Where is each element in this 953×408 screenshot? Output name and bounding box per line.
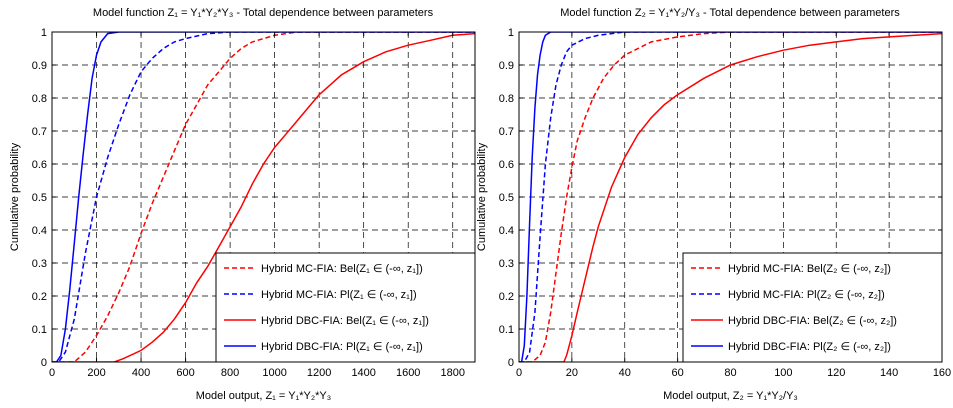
x-tick-label: 140 [880,367,898,379]
x-tick-label: 0 [516,367,522,379]
x-tick-label: 1000 [262,367,286,379]
y-tick-label: 0 [41,357,47,369]
x-tick-label: 1400 [351,367,375,379]
legend-entry: Hybrid MC-FIA: Bel(Z₂ ∈ (-∞, z₂]) [728,263,891,275]
y-tick-label: 0.2 [32,291,47,303]
y-axis-label: Cumulative probability [476,142,488,251]
x-tick-label: 400 [132,367,150,379]
y-tick-label: 0.2 [499,291,514,303]
legend-entry: Hybrid DBC-FIA: Pl(Z₂ ∈ (-∞, z₂]) [728,341,891,353]
y-tick-label: 0.5 [499,192,514,204]
legend-entry: Hybrid DBC-FIA: Pl(Z₁ ∈ (-∞, z₁]) [261,341,423,353]
x-tick-label: 1600 [396,367,420,379]
series-line-3 [52,32,475,362]
y-tick-label: 0.8 [32,93,47,105]
series-line-2 [519,32,942,362]
legend-entry: Hybrid MC-FIA: Pl(Z₂ ∈ (-∞, z₂]) [728,289,885,301]
y-tick-label: 0.3 [499,258,514,270]
series-line-4 [52,32,475,362]
y-tick-label: 0.6 [32,159,47,171]
x-tick-label: 60 [672,367,684,379]
y-tick-label: 0.3 [32,258,47,270]
series-line-4 [519,32,942,362]
legend-entry: Hybrid DBC-FIA: Bel(Z₂ ∈ (-∞, z₂]) [728,315,897,327]
right-chart-panel: Model function Z₂ = Y₁*Y₂/Y₃ - Total dep… [476,7,951,402]
series-line-2 [52,32,475,362]
y-tick-label: 0.4 [499,225,514,237]
y-tick-label: 0.1 [32,324,47,336]
chart-title: Model function Z₂ = Y₁*Y₂/Y₃ - Total dep… [560,7,900,19]
legend-entry: Hybrid MC-FIA: Pl(Z₁ ∈ (-∞, z₁]) [261,289,417,301]
y-tick-label: 0 [508,357,514,369]
x-tick-label: 20 [566,367,578,379]
x-axis-label: Model output, Z₂ = Y₁*Y₂/Y₃ [663,390,798,402]
series-line-3 [519,32,942,362]
x-tick-label: 1800 [440,367,464,379]
y-tick-label: 0.1 [499,324,514,336]
y-tick-label: 0.7 [499,126,514,138]
legend: Hybrid MC-FIA: Bel(Z₁ ∈ (-∞, z₁]) Hybrid … [215,252,476,363]
chart-title: Model function Z₁ = Y₁*Y₂*Y₃ - Total dep… [93,7,434,19]
legend-box [682,252,943,363]
y-tick-label: 0.5 [32,192,47,204]
y-tick-label: 0.7 [32,126,47,138]
left-chart-panel: Model function Z₁ = Y₁*Y₂*Y₃ - Total dep… [9,7,476,402]
x-tick-label: 100 [774,367,792,379]
x-tick-label: 40 [619,367,631,379]
x-tick-label: 600 [176,367,194,379]
y-tick-label: 1 [41,27,47,39]
legend-entry: Hybrid DBC-FIA: Bel(Z₁ ∈ (-∞, z₁]) [261,315,429,327]
x-tick-label: 800 [221,367,239,379]
x-tick-label: 0 [49,367,55,379]
series-line-1 [52,32,475,362]
x-axis-label: Model output, Z₁ = Y₁*Y₂*Y₃ [196,390,332,402]
x-tick-label: 160 [933,367,951,379]
y-axis-label: Cumulative probability [9,142,21,251]
y-tick-label: 0.9 [32,60,47,72]
y-tick-label: 0.9 [499,60,514,72]
x-tick-label: 80 [724,367,736,379]
y-tick-label: 0.8 [499,93,514,105]
x-tick-label: 120 [827,367,845,379]
y-tick-label: 1 [508,27,514,39]
series-line-1 [519,32,942,362]
legend-entry: Hybrid MC-FIA: Bel(Z₁ ∈ (-∞, z₁]) [261,263,423,275]
legend: Hybrid MC-FIA: Bel(Z₂ ∈ (-∞, z₂]) Hybrid … [682,252,943,363]
y-tick-label: 0.6 [499,159,514,171]
x-tick-label: 200 [87,367,105,379]
y-tick-label: 0.4 [32,225,47,237]
x-tick-label: 1200 [307,367,331,379]
legend-box [215,252,476,363]
